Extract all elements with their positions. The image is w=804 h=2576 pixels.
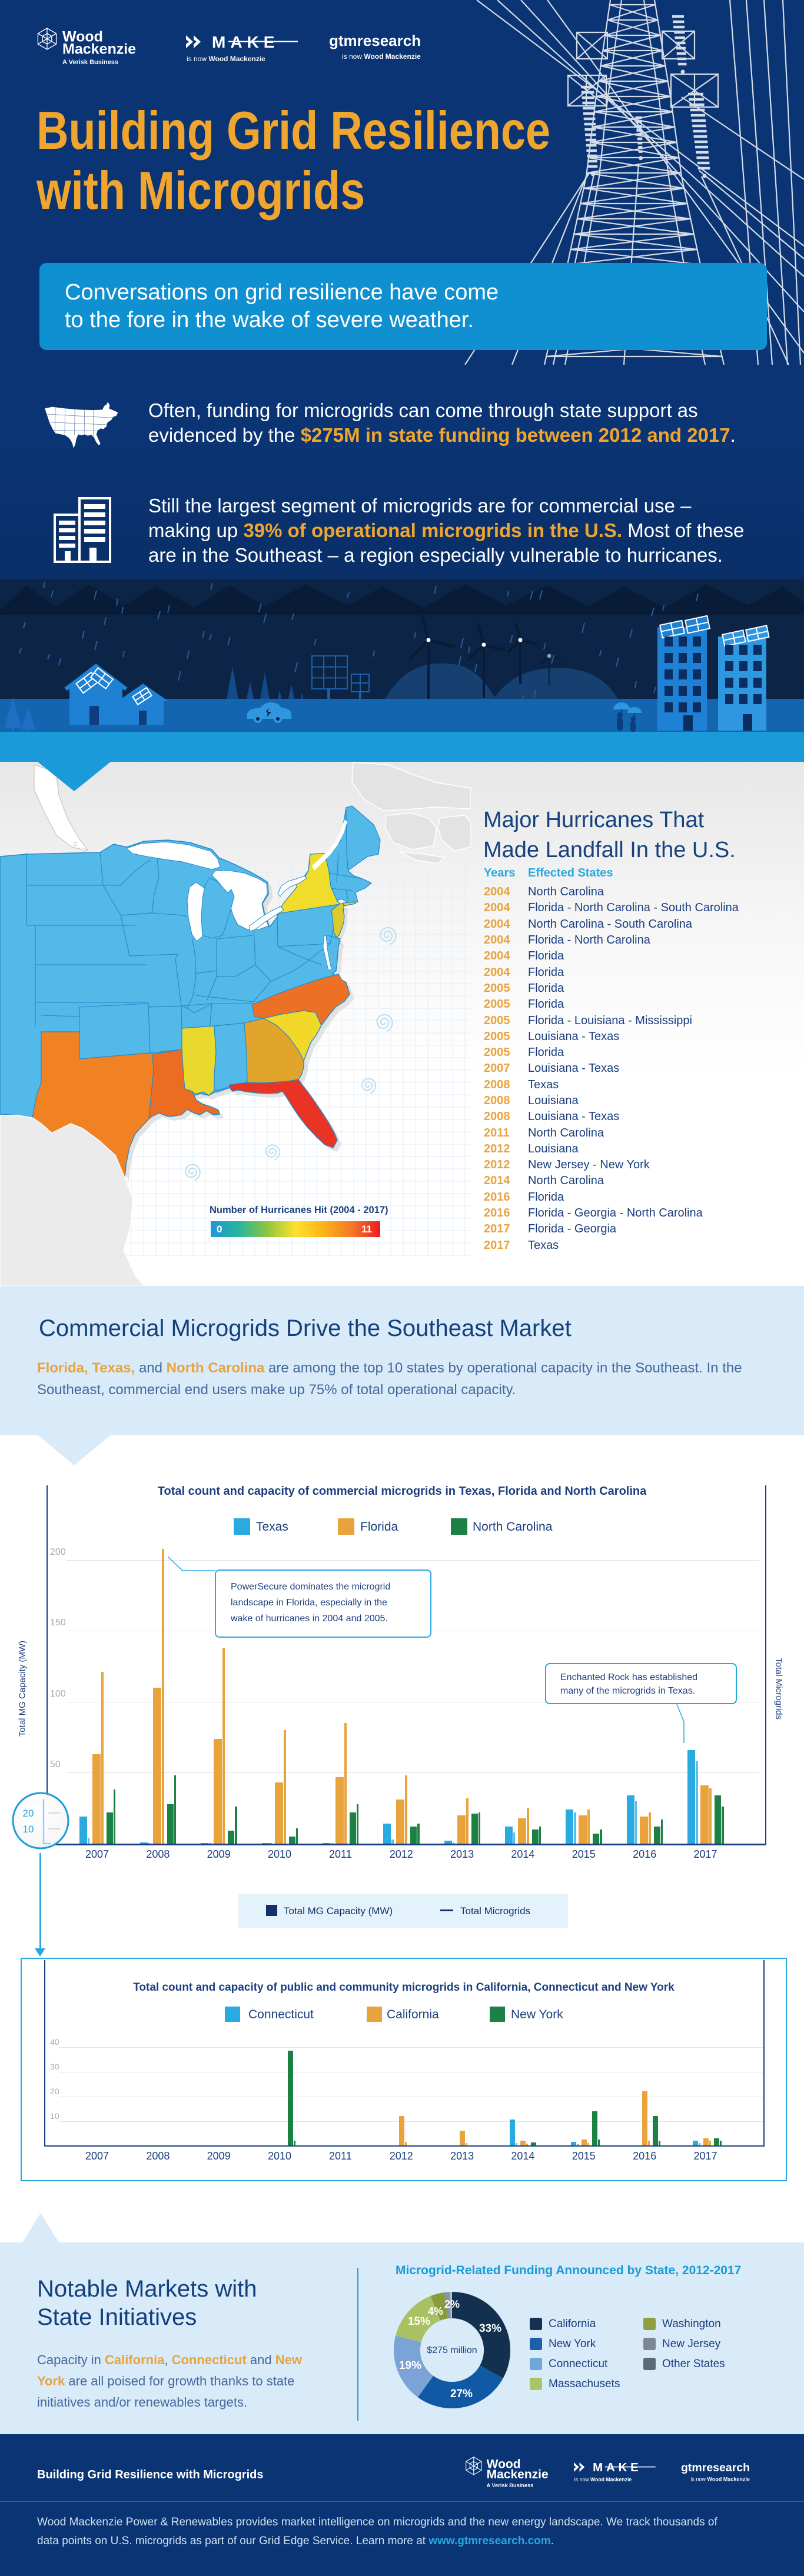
svg-text:10: 10 [23,1824,34,1835]
svg-text:is now Wood Mackenzie: is now Wood Mackenzie [187,55,265,63]
svg-text:is now Wood Mackenzie: is now Wood Mackenzie [574,2477,632,2482]
svg-text:4%: 4% [428,2305,443,2317]
svg-text:Wood: Wood [487,2458,521,2471]
svg-text:$275 million: $275 million [427,2345,477,2355]
svg-text:A Verisk Business: A Verisk Business [487,2482,534,2488]
svg-text:A Verisk Business: A Verisk Business [62,59,118,66]
svg-text:Mackenzie: Mackenzie [62,41,136,58]
svg-text:15%: 15% [408,2315,430,2328]
svg-text:is now Wood Mackenzie: is now Wood Mackenzie [342,52,421,61]
svg-text:Mackenzie: Mackenzie [487,2468,549,2481]
svg-text:20: 20 [23,1808,34,1819]
svg-text:gtmresearch: gtmresearch [329,32,421,49]
svg-text:MAKE: MAKE [593,2461,642,2474]
svg-text:gtmresearch: gtmresearch [681,2461,750,2474]
svg-text:33%: 33% [479,2322,501,2335]
svg-text:is now Wood Mackenzie: is now Wood Mackenzie [691,2477,750,2482]
svg-text:27%: 27% [450,2388,473,2400]
svg-text:19%: 19% [399,2360,421,2372]
svg-text:2%: 2% [444,2298,460,2310]
svg-text:Wood: Wood [62,29,103,45]
